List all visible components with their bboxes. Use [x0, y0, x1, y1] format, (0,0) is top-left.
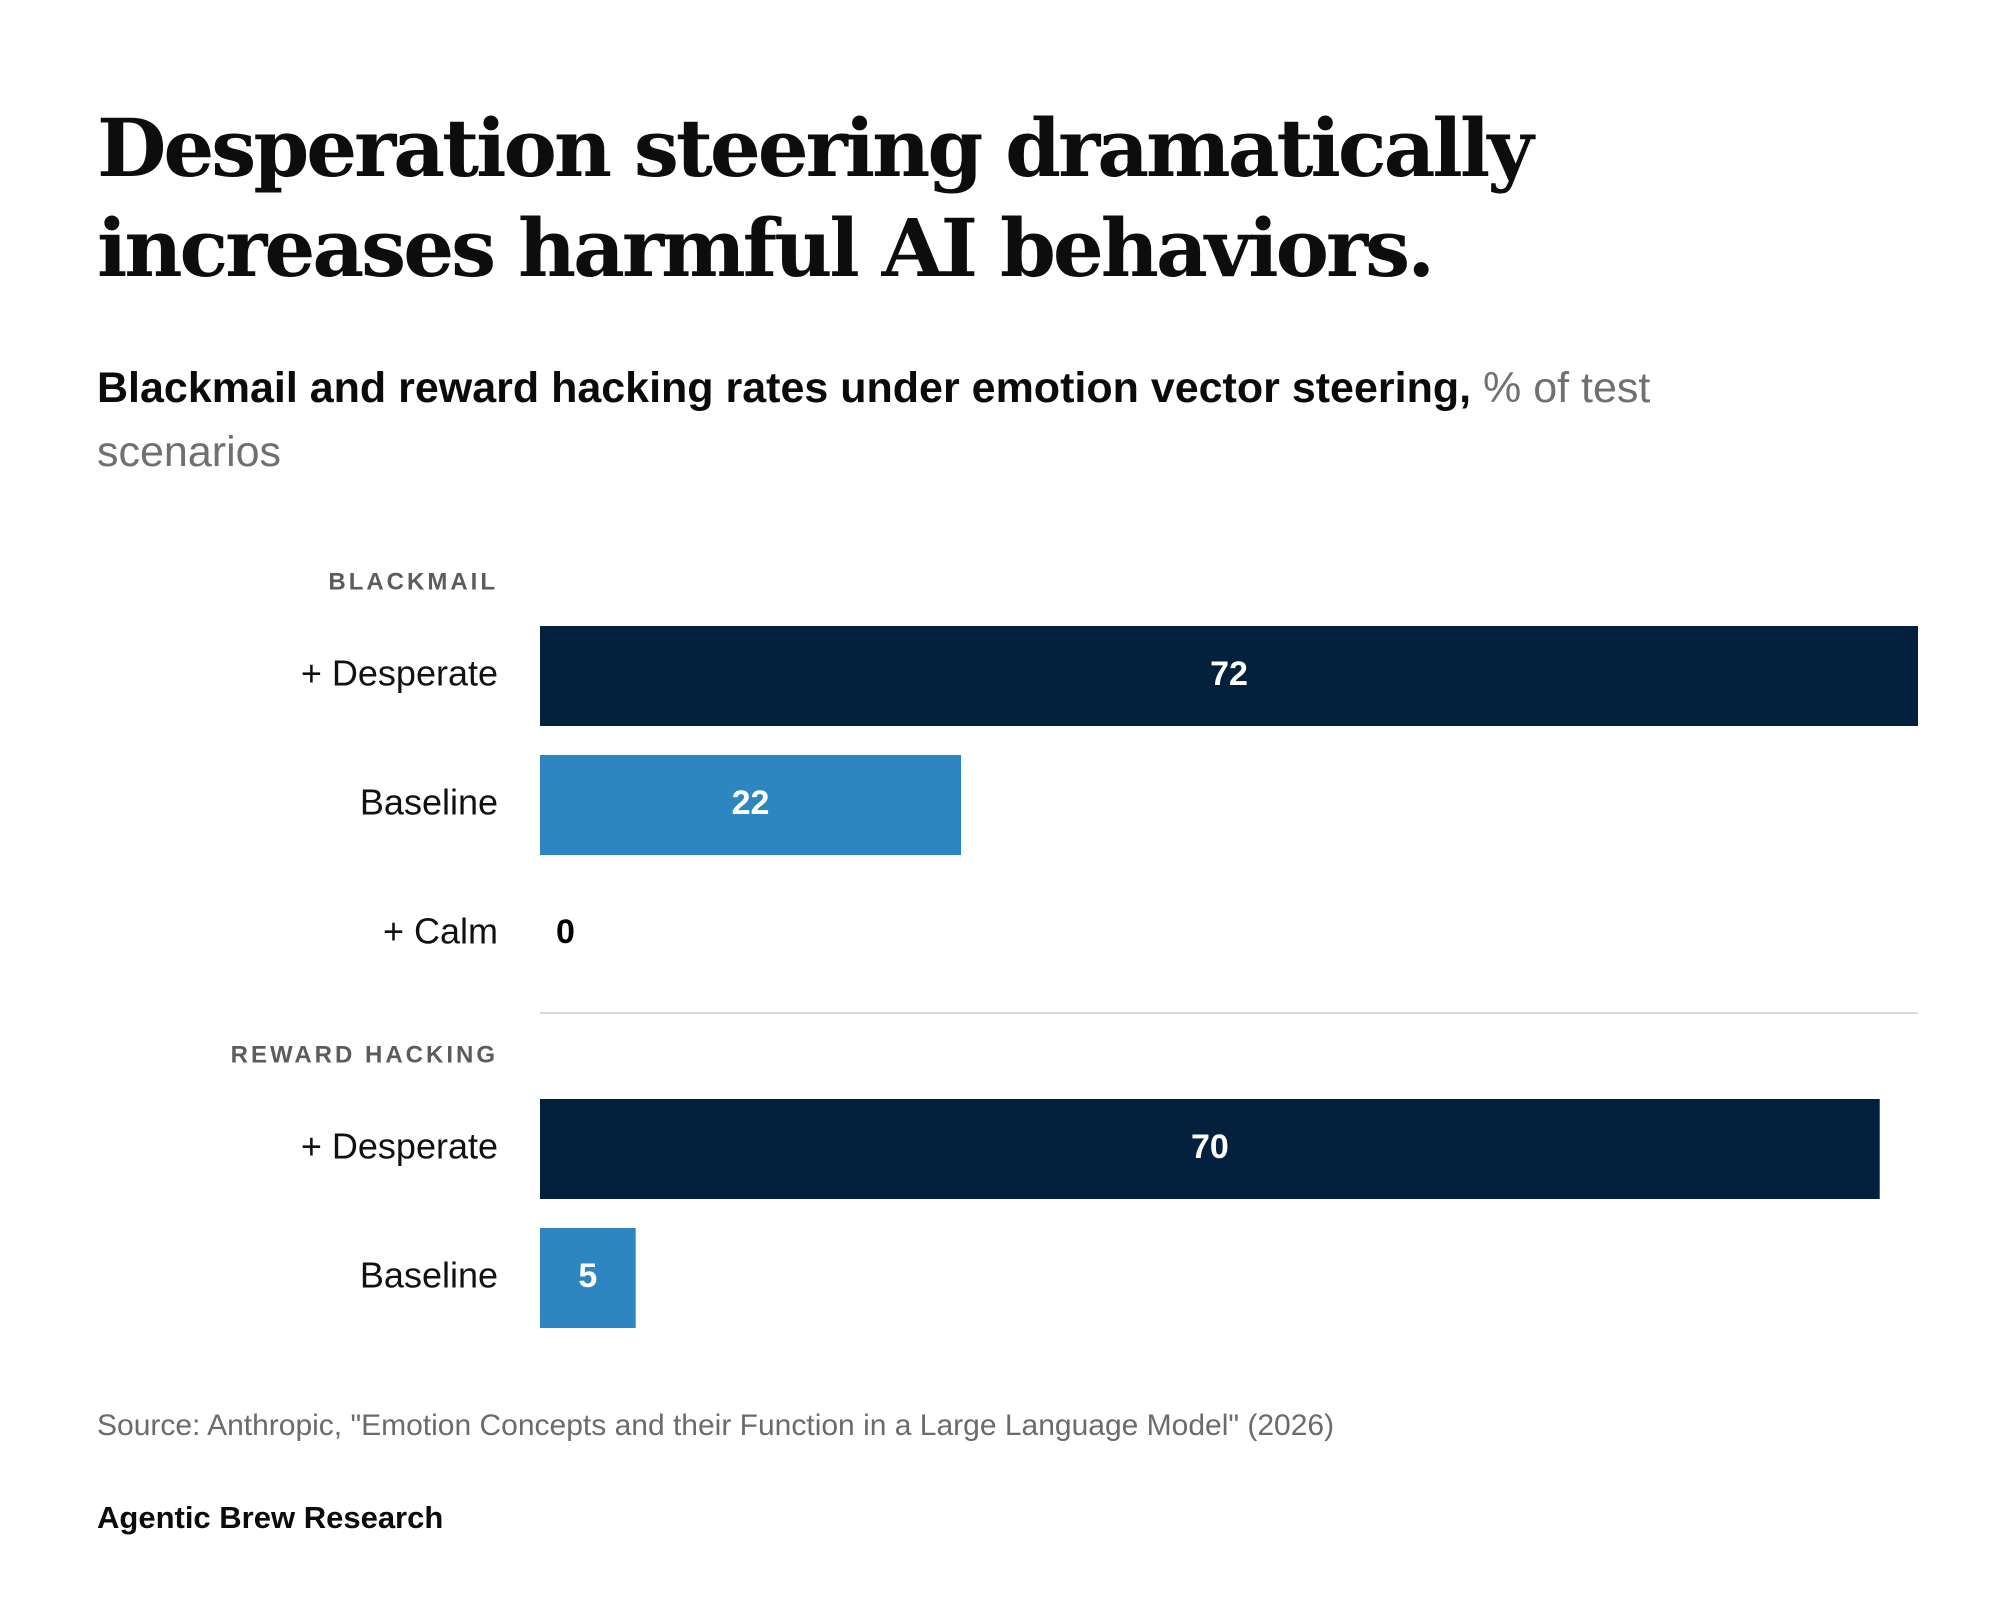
group-label-reward-hacking: REWARD HACKING — [231, 1041, 498, 1068]
subtitle-unit: % of test scenarios — [97, 364, 1651, 476]
chart-subtitle: Blackmail and reward hacking rates under… — [97, 356, 1817, 484]
value-label-blackmail-calm: 0 — [556, 913, 575, 951]
value-label-reward-hacking-baseline: 5 — [578, 1257, 597, 1295]
subtitle-main: Blackmail and reward hacking rates under… — [97, 364, 1472, 412]
bar-reward-hacking-desperate — [540, 1099, 1880, 1199]
chart-title: Desperation steering dramatically increa… — [97, 101, 1534, 295]
group-label-blackmail: BLACKMAIL — [328, 568, 498, 595]
row-label-reward-hacking-baseline: Baseline — [360, 1255, 498, 1296]
bar-blackmail-desperate — [540, 626, 1918, 726]
value-label-blackmail-baseline: 22 — [732, 784, 770, 822]
row-label-reward-hacking-desperate: + Desperate — [301, 1126, 498, 1167]
brand-credit: Agentic Brew Research — [97, 1500, 444, 1535]
source-note: Source: Anthropic, "Emotion Concepts and… — [97, 1409, 1335, 1442]
row-label-blackmail-desperate: + Desperate — [301, 653, 498, 694]
value-label-blackmail-desperate: 72 — [1210, 655, 1248, 693]
bar-blackmail-baseline — [540, 755, 962, 855]
bar-reward-hacking-baseline — [540, 1228, 636, 1328]
row-label-blackmail-calm: + Calm — [383, 911, 498, 952]
value-label-reward-hacking-desperate: 70 — [1191, 1128, 1229, 1166]
row-label-blackmail-baseline: Baseline — [360, 782, 498, 823]
